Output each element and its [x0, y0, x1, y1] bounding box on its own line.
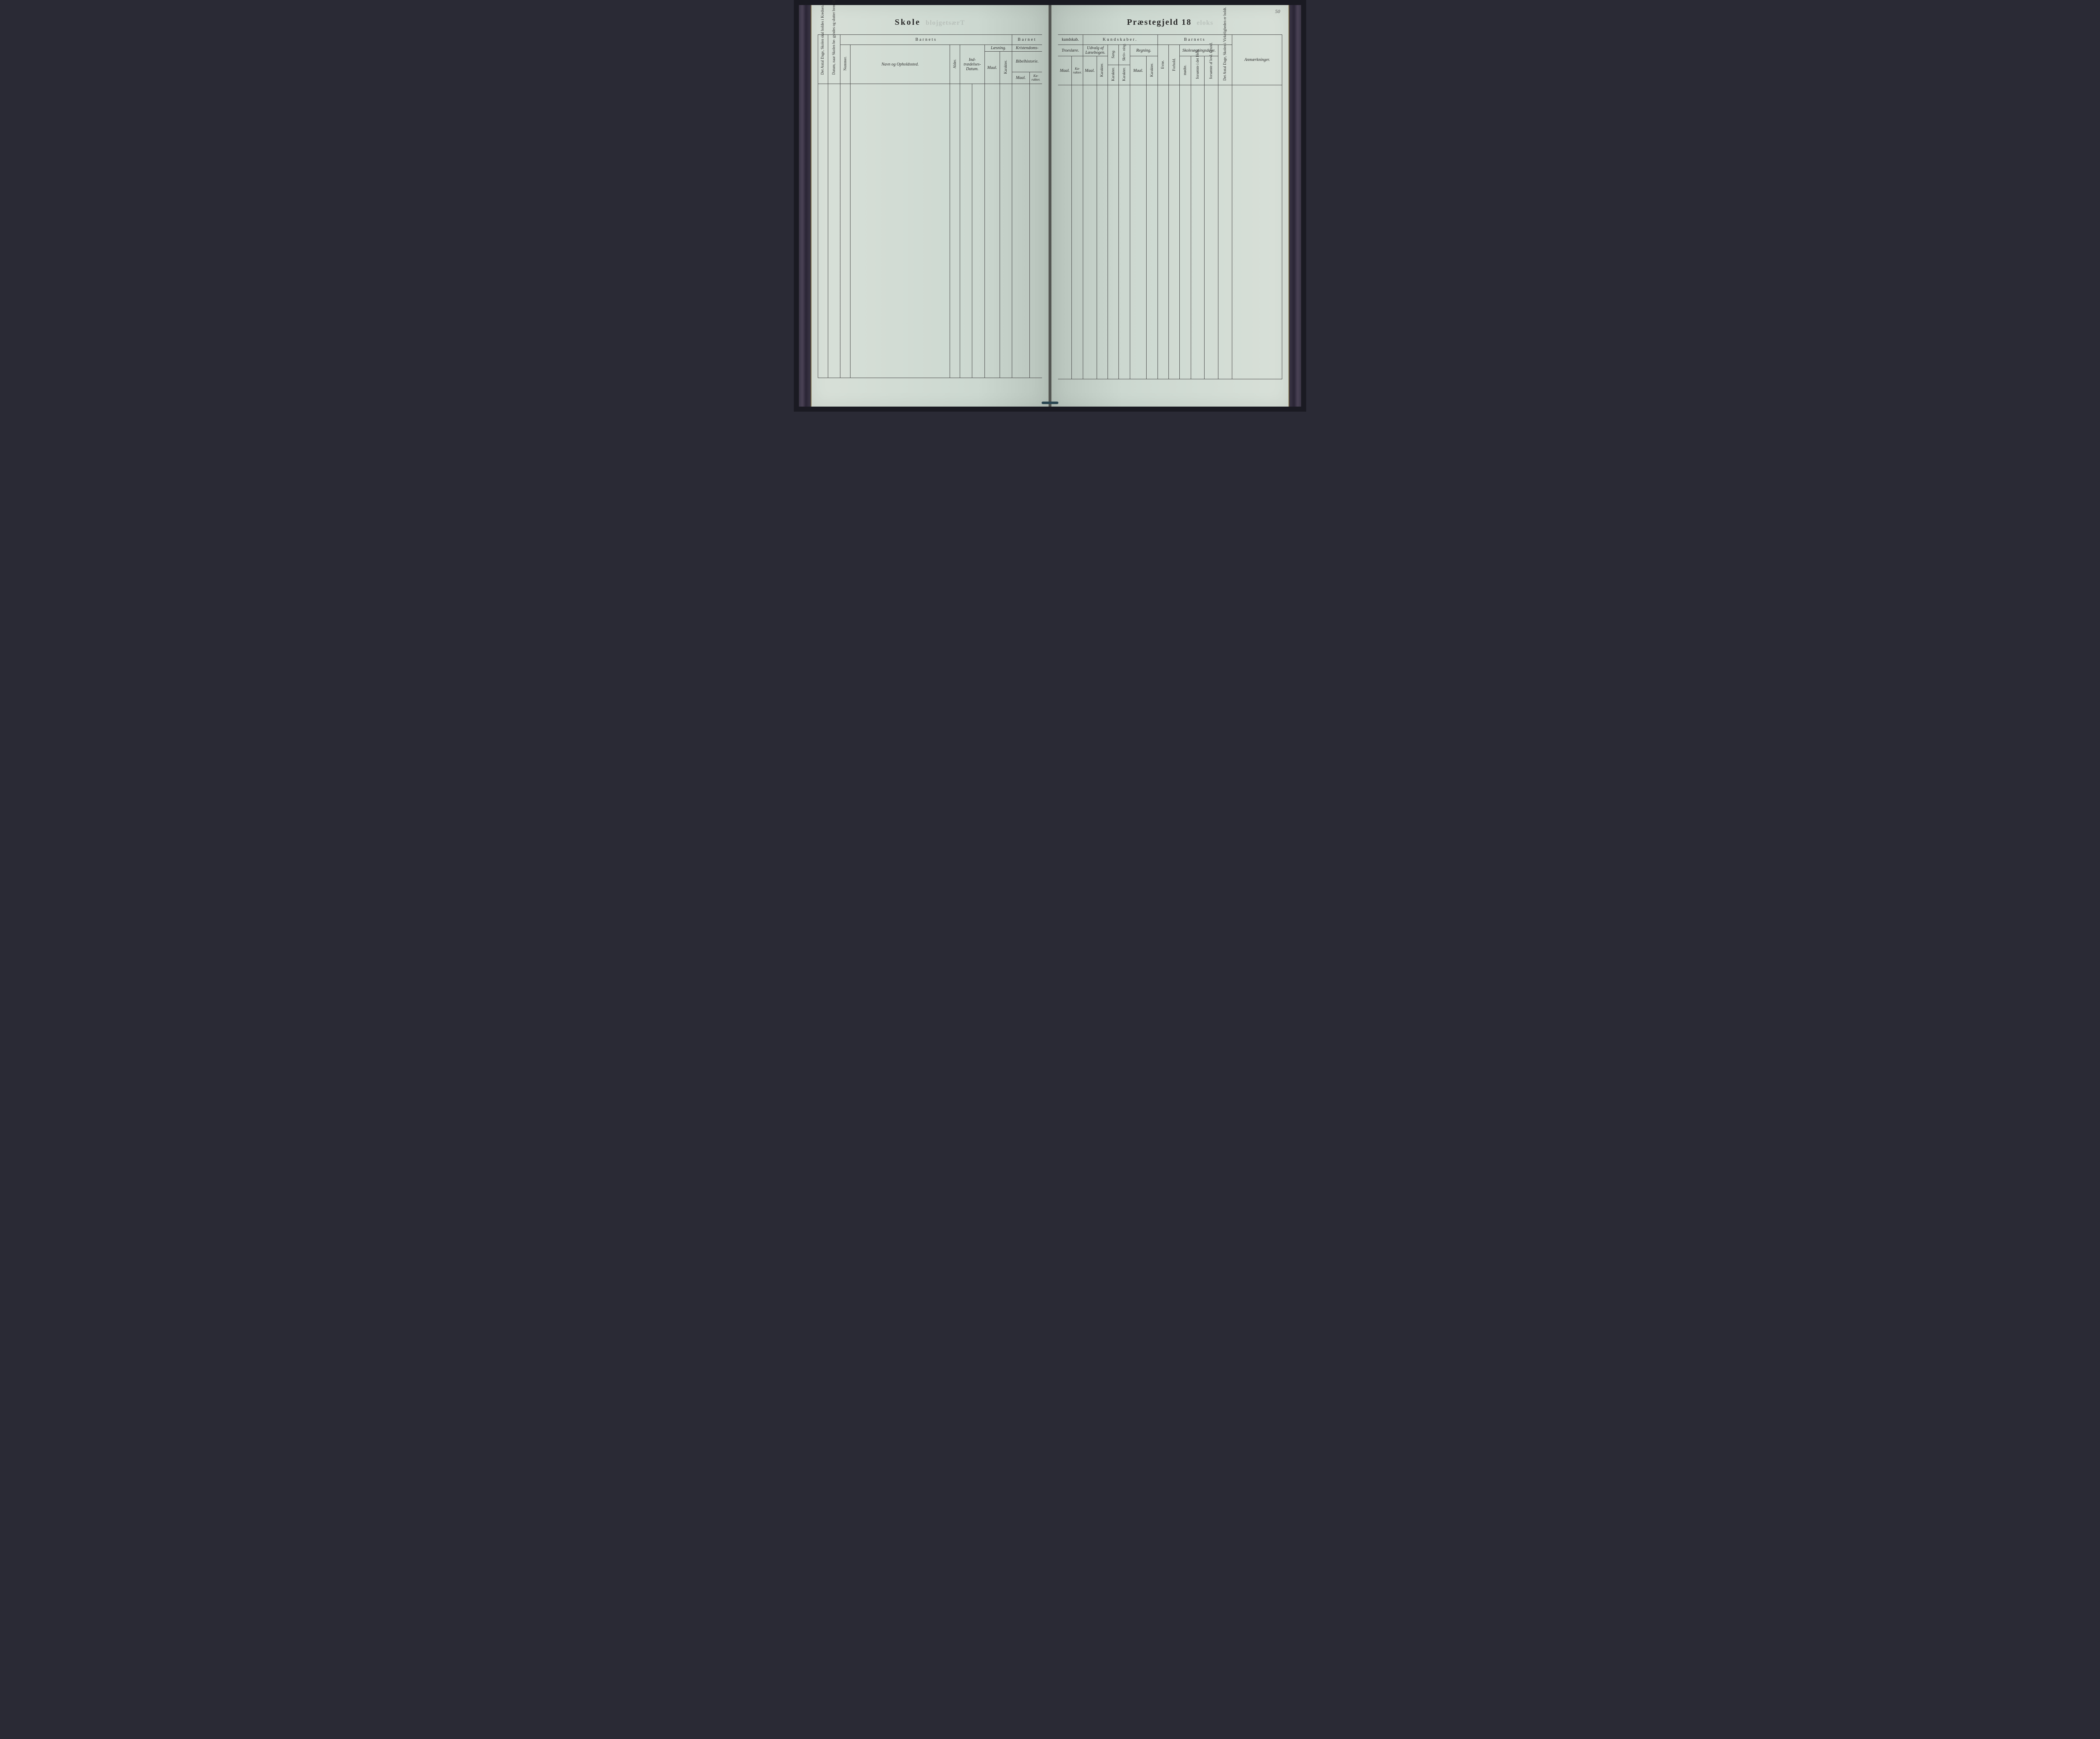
col-forhold: Forhold.: [1168, 45, 1179, 85]
right-body-row: [1058, 85, 1282, 379]
book-gutter: [1048, 5, 1052, 407]
left-body-row: [818, 84, 1042, 378]
body-cell: [1158, 85, 1168, 379]
col-udvalg-kar: Karakter.: [1097, 56, 1108, 85]
col-antal-dage-virk: Det Antal Dage, Skolen i Virkeligheden e…: [1218, 45, 1232, 85]
col-laesning-kar: Karakter.: [1000, 52, 1012, 84]
col-regning: Regning.: [1130, 45, 1158, 56]
col-datum: Datum, naar Skolen be- gyndes og slutter…: [828, 35, 840, 84]
col-evne: Evne.: [1158, 45, 1168, 85]
left-page: Skole blojgetsærT Det Antal Dage, Skolen…: [811, 5, 1048, 407]
col-troes-maal: Maal.: [1058, 56, 1072, 85]
col-kristendoms: Kristendoms-: [1012, 45, 1042, 52]
left-page-content: Skole blojgetsærT Det Antal Dage, Skolen…: [811, 5, 1048, 407]
body-cell: [850, 84, 950, 378]
body-cell: [985, 84, 1000, 378]
left-ledger-table: Det Antal Dage, Skolen skal holdes i Kre…: [818, 34, 1042, 378]
section-barnet-cont: Barnet: [1012, 35, 1042, 45]
col-sang: Sang.: [1108, 45, 1119, 65]
right-page-content: Præstegjeld 18 eloks kundskab. Kundskabe…: [1052, 5, 1289, 407]
body-cell: [1147, 85, 1158, 379]
right-ledger-table: kundskab. Kundskaber. Barnets Anmærkning…: [1058, 34, 1282, 379]
col-bibel-maal: Maal.: [1012, 72, 1029, 84]
body-cell: [1119, 85, 1130, 379]
body-cell: [1000, 84, 1012, 378]
col-nummer: Nummer.: [840, 45, 850, 84]
col-sang-kar: Karakter.: [1108, 65, 1119, 85]
book-spine-left: [799, 5, 811, 407]
col-laesning: Læsning.: [985, 45, 1012, 52]
col-udvalg-maal: Maal.: [1083, 56, 1097, 85]
col-udvalg: Udvalg af Læsebogen.: [1083, 45, 1108, 56]
body-cell: [1012, 84, 1029, 378]
section-barnets-right: Barnets: [1158, 35, 1232, 45]
body-cell: [828, 84, 840, 378]
col-bibelhistorie: Bibelhistorie.: [1012, 52, 1042, 72]
body-cell: [1108, 85, 1119, 379]
col-antal-dage: Det Antal Dage, Skolen skal holdes i Kre…: [818, 35, 828, 84]
right-section-row: kundskab. Kundskaber. Barnets Anmærkning…: [1058, 35, 1282, 45]
col-forsomte-lovl: forsømte af lovl. Grund.: [1205, 56, 1218, 85]
book-spine-right: [1289, 5, 1301, 407]
body-cell: [840, 84, 850, 378]
body-cell: [1232, 85, 1282, 379]
section-kundskab-cont: kundskab.: [1058, 35, 1083, 45]
body-cell: [1180, 85, 1191, 379]
col-bibel-kar: Ka- rakter.: [1029, 72, 1042, 84]
body-cell: [1218, 85, 1232, 379]
col-modte: mødte.: [1180, 56, 1191, 85]
col-alder: Alder.: [950, 45, 960, 84]
col-navn: Navn og Opholdssted.: [850, 45, 950, 84]
right-title: Præstegjeld 18: [1127, 18, 1192, 27]
col-forsomte-hele: forsømte i det Hele.: [1191, 56, 1205, 85]
body-cell: [1083, 85, 1097, 379]
body-cell: [1191, 85, 1205, 379]
body-cell: [818, 84, 828, 378]
col-troes-kar: Ka- rakter.: [1072, 56, 1083, 85]
body-cell: [1097, 85, 1108, 379]
left-subsection-row: Nummer. Navn og Opholdssted. Alder. Ind-…: [818, 45, 1042, 52]
col-anmaerkninger: Anmærkninger.: [1232, 35, 1282, 85]
body-cell: [960, 84, 972, 378]
left-title-row: Skole blojgetsærT: [818, 18, 1042, 34]
body-cell: [1130, 85, 1147, 379]
col-indtraed: Ind- trædelses- Datum.: [960, 45, 984, 84]
binding-thread: [1042, 402, 1058, 404]
body-cell: [972, 84, 985, 378]
left-section-row: Det Antal Dage, Skolen skal holdes i Kre…: [818, 35, 1042, 45]
col-regning-kar: Karakter.: [1147, 56, 1158, 85]
ledger-book: Skole blojgetsærT Det Antal Dage, Skolen…: [794, 0, 1306, 412]
col-regning-maal: Maal.: [1130, 56, 1147, 85]
right-title-bleedthrough: eloks: [1197, 19, 1213, 26]
section-kundskaber: Kundskaber.: [1083, 35, 1158, 45]
left-title-bleedthrough: blojgetsærT: [926, 19, 965, 26]
col-troeslaere: Troeslære.: [1058, 45, 1083, 56]
right-title-row: Præstegjeld 18 eloks: [1058, 18, 1282, 34]
body-cell: [1072, 85, 1083, 379]
body-cell: [1168, 85, 1179, 379]
left-title: Skole: [895, 18, 921, 27]
col-laesning-maal: Maal.: [985, 52, 1000, 84]
body-cell: [1029, 84, 1042, 378]
right-page: 50 Præstegjeld 18 eloks kundskab: [1052, 5, 1289, 407]
body-cell: [1058, 85, 1072, 379]
body-cell: [950, 84, 960, 378]
section-barnets: Barnets: [840, 35, 1012, 45]
body-cell: [1205, 85, 1218, 379]
col-skriv: Skriv- ning.: [1119, 45, 1130, 65]
col-skriv-kar: Karakter.: [1119, 65, 1130, 85]
